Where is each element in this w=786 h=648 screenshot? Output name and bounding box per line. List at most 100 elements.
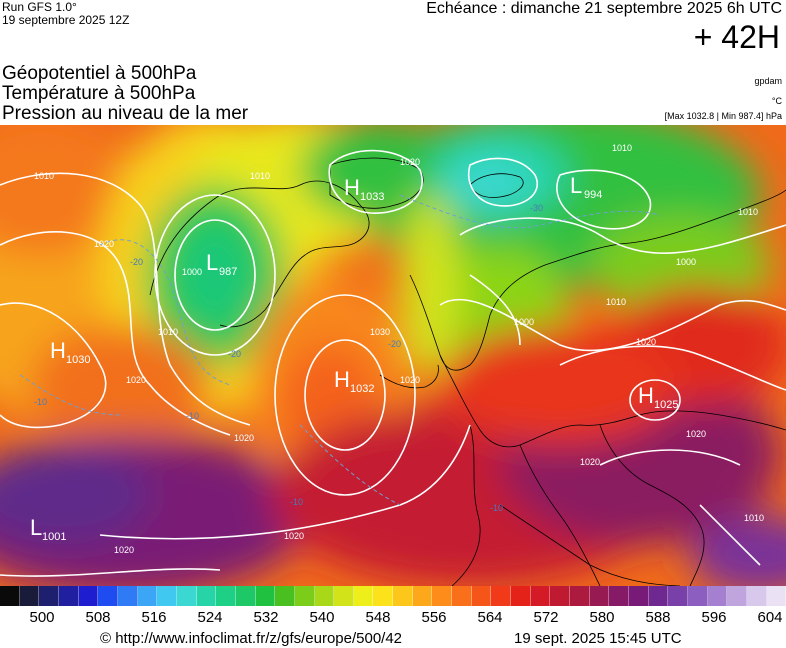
temp-label: -10 <box>490 503 503 513</box>
color-scale-cell <box>491 586 512 606</box>
color-scale-cell <box>353 586 374 606</box>
isobar-label: 1000 <box>676 257 696 267</box>
isobar-labels: 1010 1010 1020 1000 1010 1020 1030 1020 … <box>34 143 764 555</box>
center-value: 1025 <box>654 399 678 411</box>
center-letter: H <box>50 338 66 363</box>
color-scale-cell <box>137 586 158 606</box>
center-letter: H <box>334 367 350 392</box>
color-scale-ticks: 500 508 516 524 532 540 548 556 564 572 580 588 596 6… <box>0 609 786 629</box>
color-scale-cell <box>648 586 669 606</box>
color-scale-cell <box>157 586 177 606</box>
isobar-label: 1020 <box>400 157 420 167</box>
temp-label: -30 <box>530 203 543 213</box>
temp-label: -10 <box>34 397 47 407</box>
color-scale-cell <box>255 586 276 606</box>
color-scale-tick-label: 540 <box>309 609 335 626</box>
color-scale-cell <box>629 586 649 606</box>
isobar-label: 1000 <box>182 267 202 277</box>
color-scale-tick-label: 500 <box>29 609 55 626</box>
color-scale-tick-label: 548 <box>365 609 391 626</box>
coastlines <box>149 157 786 586</box>
color-scale-cell <box>432 586 453 606</box>
unit-pressure-range: [Max 1032.8 | Min 987.4] hPa <box>664 111 782 121</box>
center-letter: H <box>344 175 360 200</box>
forecast-valid-time: Echéance : dimanche 21 septembre 2025 6h… <box>426 0 782 17</box>
color-scale-cell <box>176 586 197 606</box>
pressure-center: L 987 <box>206 250 237 278</box>
isobar-label: 1010 <box>744 513 764 523</box>
color-scale-tick-label: 524 <box>197 609 223 626</box>
color-scale-cell <box>589 586 610 606</box>
generation-timestamp: 19 sept. 2025 15:45 UTC <box>514 630 682 647</box>
color-scale-cell <box>98 586 118 606</box>
isobars <box>0 149 786 577</box>
color-scale-cell <box>334 586 354 606</box>
temp-label: -10 <box>290 497 303 507</box>
center-letter: L <box>570 173 582 198</box>
color-scale-tick-label: 516 <box>141 609 167 626</box>
pressure-center: H 1032 <box>334 367 374 395</box>
center-value: 1001 <box>42 531 66 543</box>
isobar-label: 1020 <box>636 337 656 347</box>
center-value: 1033 <box>360 191 384 203</box>
isobar-label: 1020 <box>94 239 114 249</box>
isobar-label: 1010 <box>606 297 626 307</box>
center-value: 1032 <box>350 383 374 395</box>
color-scale-cell <box>196 586 217 606</box>
color-scale-cell <box>373 586 394 606</box>
isobar-label: 1020 <box>686 429 706 439</box>
color-scale-tick-label: 556 <box>421 609 447 626</box>
source-credit: © http://www.infoclimat.fr/z/gfs/europe/… <box>100 630 403 647</box>
title-pressure: Pression au niveau de la mer <box>2 103 249 124</box>
color-scale-cell <box>570 586 590 606</box>
color-scale-cell <box>78 586 99 606</box>
pressure-center: H 1025 <box>638 383 678 411</box>
weather-map[interactable]: H 1033 L 994 L 987 H 1030 H 1032 H 1025 L 1001 … <box>0 125 786 586</box>
color-scale-cell <box>412 586 433 606</box>
isobar-label: 1010 <box>34 171 54 181</box>
color-scale-cell <box>58 586 79 606</box>
color-scale-cell <box>687 586 708 606</box>
unit-temperature: °C <box>771 96 782 106</box>
center-letter: H <box>638 383 654 408</box>
color-scale-cell <box>609 586 629 606</box>
pressure-center: L 994 <box>570 173 602 201</box>
color-scale-cell <box>235 586 256 606</box>
color-scale-tick-label: 604 <box>757 609 783 626</box>
pressure-center: H 1033 <box>344 175 384 203</box>
run-label: Run GFS 1.0° <box>2 0 77 14</box>
isobar-label: 1000 <box>514 317 534 327</box>
color-scale-tick-label: 588 <box>645 609 671 626</box>
temperature-field <box>0 125 786 586</box>
run-date: 19 septembre 2025 12Z <box>2 13 130 27</box>
color-scale-tick-label: 564 <box>477 609 503 626</box>
temp-label: -10 <box>186 411 199 421</box>
color-scale-tick-label: 508 <box>85 609 111 626</box>
color-scale-cell <box>707 586 728 606</box>
color-scale-tick-label: 572 <box>533 609 559 626</box>
center-value: 994 <box>584 189 602 201</box>
color-scale <box>0 586 786 606</box>
color-scale-cell <box>39 586 59 606</box>
unit-geopotential: gpdam <box>754 76 782 86</box>
color-scale-cell <box>314 586 335 606</box>
color-scale-cell <box>511 586 531 606</box>
center-letter: L <box>206 250 218 275</box>
center-value: 1030 <box>66 354 90 366</box>
color-scale-tick-label: 580 <box>589 609 615 626</box>
color-scale-cell <box>668 586 688 606</box>
isobar-label: 1020 <box>126 375 146 385</box>
pressure-centers: H 1033 L 994 L 987 H 1030 H 1032 H 1025 L 1001 <box>30 173 678 543</box>
color-scale-cell <box>746 586 767 606</box>
isobar-label: 1010 <box>612 143 632 153</box>
color-scale-cell <box>216 586 236 606</box>
color-scale-tick-label: 532 <box>253 609 279 626</box>
forecast-hour: + 42H <box>693 19 780 55</box>
color-scale-tick-label: 596 <box>701 609 727 626</box>
isobar-label: 1020 <box>400 375 420 385</box>
center-value: 987 <box>219 266 237 278</box>
color-scale-cell <box>471 586 492 606</box>
color-scale-cell <box>766 586 786 606</box>
isobar-label: 1020 <box>114 545 134 555</box>
color-scale-cell <box>294 586 315 606</box>
